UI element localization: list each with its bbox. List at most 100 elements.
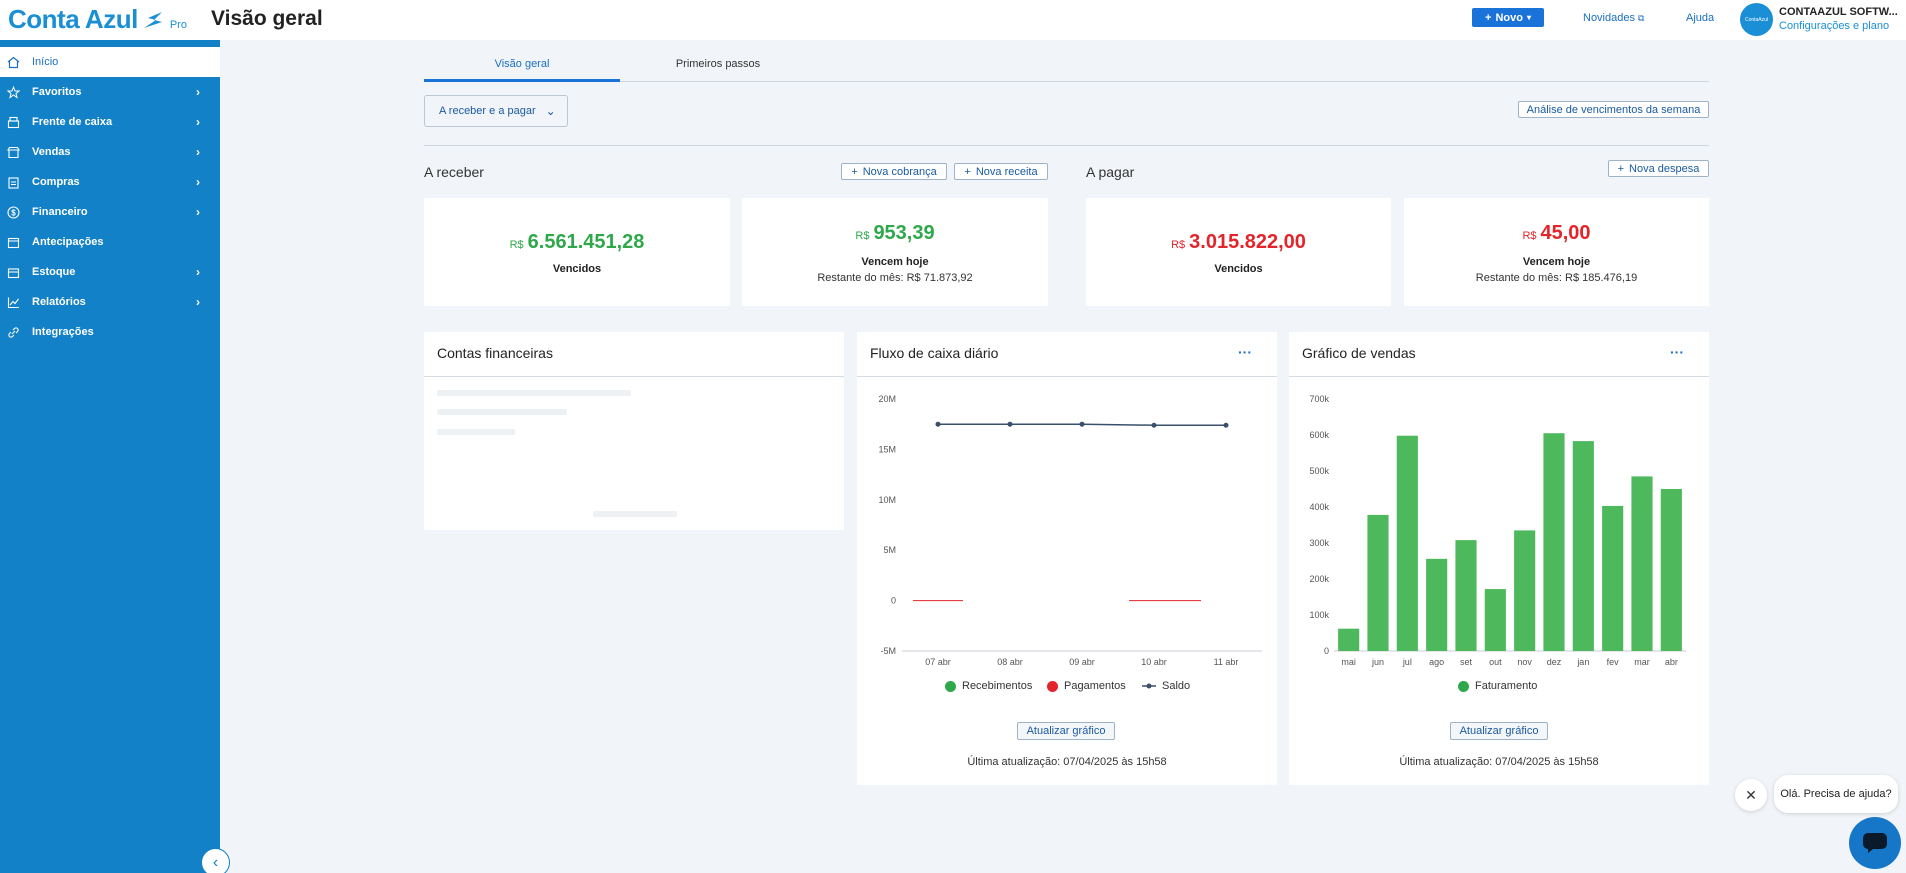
- refresh-chart-button[interactable]: Atualizar gráfico: [1017, 722, 1115, 740]
- chevron-right-icon: ›: [196, 265, 200, 279]
- new-revenue-label: Nova receita: [975, 165, 1038, 178]
- legend-label: Faturamento: [1475, 680, 1538, 692]
- sidebar: Início Favoritos › Frente de caixa › Ven…: [0, 40, 220, 873]
- news-link[interactable]: Novidades ⧉: [1583, 12, 1644, 24]
- sidebar-item-vendas[interactable]: Vendas ›: [0, 137, 220, 167]
- x-tick-label: jun: [1371, 657, 1384, 667]
- section-divider: [424, 145, 1709, 146]
- sales-panel: Gráfico de vendas ··· 700k 600k 500k 400k 30…: [1289, 332, 1709, 785]
- sales-chart: 700k 600k 500k 400k 300k 200k 100k 0 mai jun jul ag…: [1309, 394, 1686, 667]
- tab-primeiros-passos[interactable]: Primeiros passos: [675, 58, 761, 70]
- loading-skeleton: [437, 409, 567, 415]
- sidebar-item-label: Vendas: [32, 146, 71, 158]
- legend-recebimentos[interactable]: Recebimentos: [945, 680, 1032, 692]
- week-analysis-button[interactable]: Análise de vencimentos da semana: [1518, 101, 1709, 118]
- tab-visao-geral[interactable]: Visão geral: [494, 58, 550, 70]
- sidebar-item-favoritos[interactable]: Favoritos ›: [0, 77, 220, 107]
- currency-symbol: R$: [1171, 239, 1186, 251]
- receivable-remaining: Restante do mês: R$ 71.873,92: [817, 272, 973, 284]
- y-tick-label: 100k: [1309, 610, 1329, 620]
- x-tick-label: 09 abr: [1069, 657, 1095, 667]
- x-tick-label: set: [1460, 657, 1473, 667]
- sidebar-item-compras[interactable]: Compras ›: [0, 167, 220, 197]
- chat-icon: [1863, 833, 1887, 853]
- receivable-overdue-card[interactable]: R$ 6.561.451,28 Vencidos: [424, 198, 730, 306]
- more-options-button[interactable]: ···: [1670, 344, 1684, 360]
- sidebar-item-antecipacoes[interactable]: Antecipações: [0, 227, 220, 257]
- sidebar-item-label: Integrações: [32, 326, 94, 338]
- new-expense-button[interactable]: + Nova despesa: [1608, 160, 1709, 177]
- legend-dot: [1047, 680, 1058, 692]
- legend-saldo[interactable]: Saldo: [1142, 680, 1190, 692]
- new-charge-label: Nova cobrança: [862, 165, 937, 178]
- receivable-today-card[interactable]: R$ 953,39 Vencem hoje Restante do mês: R$…: [742, 198, 1048, 306]
- help-link[interactable]: Ajuda: [1686, 12, 1715, 24]
- y-tick-label: 300k: [1309, 538, 1329, 548]
- settings-link[interactable]: Configurações e plano: [1779, 20, 1890, 32]
- star-icon: [7, 85, 20, 99]
- sidebar-item-estoque[interactable]: Estoque ›: [0, 257, 220, 287]
- new-charge-button[interactable]: + Nova cobrança: [841, 163, 947, 180]
- bar-set: [1455, 540, 1477, 651]
- bar-nov: [1514, 530, 1536, 651]
- amount-value: 953,39: [873, 222, 935, 244]
- legend-faturamento[interactable]: Faturamento: [1458, 680, 1537, 692]
- y-tick-label: 10M: [878, 495, 896, 505]
- last-update-text: Última atualização: 07/04/2025 às 15h58: [1399, 756, 1599, 768]
- y-tick-label: 500k: [1309, 466, 1329, 476]
- receivable-payable-dropdown[interactable]: A receber e a pagar ⌄: [424, 95, 568, 127]
- sidebar-item-inicio[interactable]: Início: [0, 47, 220, 77]
- avatar[interactable]: ContaAzul: [1740, 3, 1773, 36]
- x-tick-label: dez: [1547, 657, 1562, 667]
- loading-skeleton: [437, 390, 631, 396]
- bar-jul: [1396, 435, 1418, 651]
- collapse-sidebar-button[interactable]: ‹: [201, 848, 230, 873]
- x-tick-label: 07 abr: [925, 657, 951, 667]
- more-options-button[interactable]: ···: [1238, 344, 1252, 360]
- company-name[interactable]: CONTAAZUL SOFTW...: [1779, 6, 1898, 18]
- x-tick-label: fev: [1607, 657, 1620, 667]
- chat-launcher-button[interactable]: [1849, 817, 1901, 869]
- x-tick-label: 11 abr: [1214, 657, 1239, 667]
- y-tick-label: 0: [891, 596, 896, 606]
- refresh-chart-button[interactable]: Atualizar gráfico: [1450, 722, 1548, 740]
- bar-fev: [1602, 505, 1624, 651]
- calendar-money-icon: [7, 237, 20, 248]
- logo-text: Conta Azul: [8, 4, 138, 34]
- panel-divider: [424, 376, 844, 377]
- sidebar-item-label: Favoritos: [32, 86, 82, 98]
- sidebar-item-financeiro[interactable]: $ Financeiro ›: [0, 197, 220, 227]
- x-tick-label: nov: [1517, 657, 1532, 667]
- clipboard-icon: [8, 176, 19, 189]
- new-revenue-button[interactable]: + Nova receita: [954, 163, 1048, 180]
- panel-divider: [857, 376, 1277, 377]
- bar-mar: [1631, 476, 1653, 651]
- legend-pagamentos[interactable]: Pagamentos: [1047, 680, 1126, 692]
- chat-greeting[interactable]: Olá. Precisa de ajuda?: [1774, 775, 1898, 813]
- x-tick-label: 10 abr: [1141, 657, 1167, 667]
- sidebar-item-relatorios[interactable]: Relatórios ›: [0, 287, 220, 317]
- bar-mai: [1338, 628, 1360, 651]
- sidebar-item-frente-de-caixa[interactable]: Frente de caixa ›: [0, 107, 220, 137]
- y-tick-label: 200k: [1309, 574, 1329, 584]
- payable-today-card[interactable]: R$ 45,00 Vencem hoje Restante do mês: R$ …: [1404, 198, 1709, 306]
- new-button[interactable]: + Novo ▾: [1472, 8, 1544, 27]
- panel-divider: [1289, 376, 1709, 377]
- amount-value: 45,00: [1540, 222, 1591, 244]
- sidebar-item-integracoes[interactable]: Integrações: [0, 317, 220, 347]
- receivable-overdue-amount: R$ 6.561.451,28: [424, 231, 730, 254]
- payable-overdue-card[interactable]: R$ 3.015.822,00 Vencidos: [1086, 198, 1391, 306]
- panel-title: Gráfico de vendas: [1302, 345, 1416, 361]
- line-marker-icon: [1142, 683, 1156, 689]
- saldo-point: [1223, 422, 1229, 428]
- currency-symbol: R$: [509, 239, 524, 251]
- payable-today-label: Vencem hoje: [1522, 256, 1591, 268]
- chevron-right-icon: ›: [196, 175, 200, 189]
- dropdown-label: A receber e a pagar: [439, 105, 536, 117]
- bar-abr: [1660, 489, 1682, 651]
- legend-label: Pagamentos: [1064, 680, 1126, 692]
- conta-azul-logo[interactable]: Conta Azul Pro: [8, 4, 187, 35]
- close-chat-button[interactable]: ✕: [1735, 779, 1767, 811]
- news-link-label: Novidades: [1583, 12, 1635, 24]
- new-button-label: Novo: [1495, 11, 1523, 24]
